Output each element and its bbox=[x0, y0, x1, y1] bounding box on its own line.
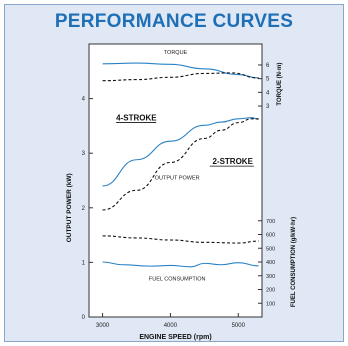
x-tick-label: 4000 bbox=[164, 323, 178, 329]
y-tick-label-power: 4 bbox=[82, 97, 86, 103]
chart-title: PERFORMANCE CURVES bbox=[54, 11, 294, 32]
panel-title-torque: TORQUE bbox=[164, 50, 188, 56]
y-tick-label-fuel: 600 bbox=[266, 233, 275, 239]
fuel-2-stroke-line bbox=[102, 235, 259, 244]
chart-card: PERFORMANCE CURVES 3000 4000 5000 ENGINE SP… bbox=[4, 4, 344, 342]
panel-title-power: OUTPUT POWER bbox=[155, 175, 200, 181]
y-axis-label-torque: TORQUE (N·m) bbox=[277, 63, 283, 106]
x-tick-label: 3000 bbox=[96, 323, 110, 329]
y-tick-label-torque: 4 bbox=[266, 90, 270, 96]
y-axis-label-fuel: FUEL CONSUMPTION (g/kW·hr) bbox=[291, 217, 297, 307]
annotation-2-stroke: 2-STROKE bbox=[212, 157, 253, 166]
fuel-4-stroke-line bbox=[102, 261, 259, 268]
torque-2-stroke-line bbox=[102, 72, 259, 82]
y-tick-label-torque: 6 bbox=[266, 63, 270, 69]
y-tick-label-power: 2 bbox=[82, 206, 86, 212]
y-tick-label-torque: 3 bbox=[266, 104, 270, 110]
annotation-4-stroke: 4-STROKE bbox=[116, 113, 157, 122]
panel-title-fuel: FUEL CONSUMPTION bbox=[149, 277, 206, 283]
x-axis-label: ENGINE SPEED (rpm) bbox=[139, 334, 211, 341]
plot-area bbox=[88, 43, 263, 318]
y-tick-label-power: 3 bbox=[82, 151, 86, 157]
y-tick-label-fuel: 300 bbox=[266, 274, 275, 280]
y-tick-label-torque: 5 bbox=[266, 77, 270, 83]
power-2-stroke-line bbox=[102, 118, 259, 211]
performance-chart: 3000 4000 5000 ENGINE SPEED (rpm) 0 1 2 3 4 OUTPU… bbox=[66, 43, 297, 341]
y-tick-label-fuel: 500 bbox=[266, 246, 275, 252]
y-tick-label-fuel: 100 bbox=[266, 301, 275, 307]
y-tick-label-power: 0 bbox=[82, 315, 86, 321]
y-tick-label-power: 1 bbox=[82, 260, 86, 266]
torque-4-stroke-line bbox=[102, 62, 259, 79]
y-axis-label-power: OUTPUT POWER (kW) bbox=[66, 173, 73, 242]
y-tick-label-fuel: 200 bbox=[266, 288, 275, 294]
x-tick-label: 5000 bbox=[232, 323, 246, 329]
power-4-stroke-line bbox=[102, 117, 259, 187]
y-tick-label-fuel: 700 bbox=[266, 219, 275, 225]
y-tick-label-fuel: 400 bbox=[266, 260, 275, 266]
